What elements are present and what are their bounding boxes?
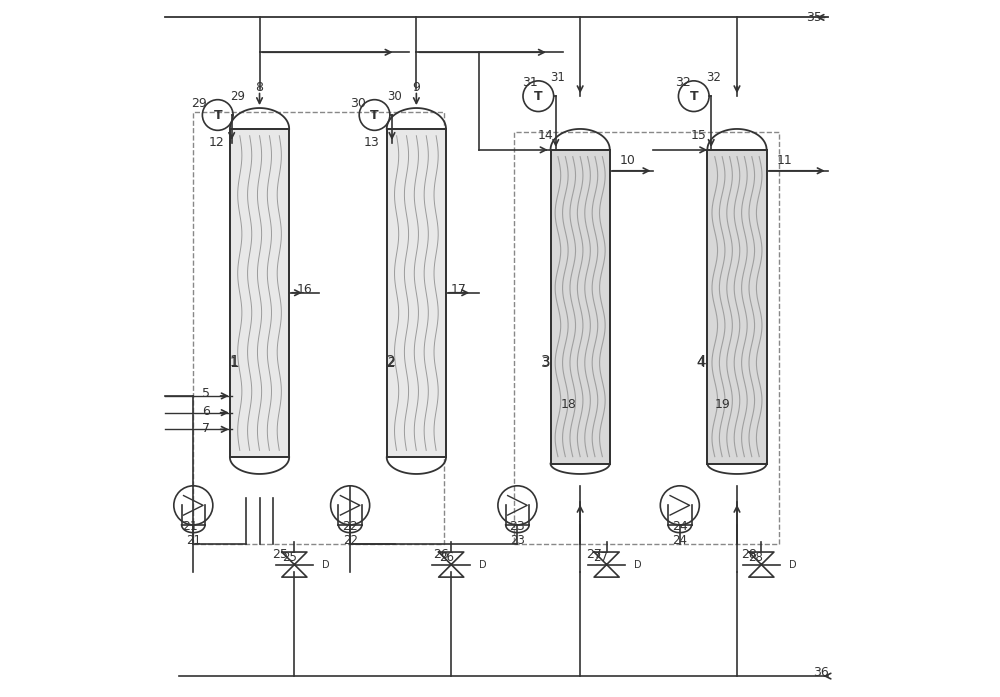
Text: 29: 29 <box>230 90 245 102</box>
Text: 1: 1 <box>229 355 239 370</box>
Text: 25: 25 <box>282 551 297 564</box>
Text: 25: 25 <box>273 548 288 560</box>
Text: 32: 32 <box>675 76 691 89</box>
Text: 1: 1 <box>230 356 238 369</box>
Text: 31: 31 <box>522 76 538 89</box>
Text: 4: 4 <box>697 356 705 369</box>
Text: 24: 24 <box>672 520 688 533</box>
Text: 2: 2 <box>387 356 395 369</box>
Text: 17: 17 <box>450 283 466 296</box>
Text: 10: 10 <box>620 154 635 167</box>
Text: 32: 32 <box>706 71 721 84</box>
Bar <box>387 129 446 457</box>
Text: 14: 14 <box>537 130 553 142</box>
Text: 8: 8 <box>256 81 264 93</box>
Text: 27: 27 <box>586 548 602 560</box>
Text: 5: 5 <box>202 388 210 400</box>
Text: 3: 3 <box>540 355 550 370</box>
Text: 7: 7 <box>202 422 210 435</box>
Text: 30: 30 <box>387 90 402 102</box>
Text: 30: 30 <box>350 97 366 109</box>
Text: 4: 4 <box>696 355 706 370</box>
Text: 9: 9 <box>412 81 420 93</box>
Bar <box>551 150 610 464</box>
Text: 18: 18 <box>560 398 576 411</box>
Text: 21: 21 <box>182 520 198 533</box>
Text: 11: 11 <box>777 154 792 167</box>
Text: T: T <box>689 90 698 102</box>
Text: 26: 26 <box>433 548 449 560</box>
Text: 23: 23 <box>510 520 525 533</box>
Text: 28: 28 <box>748 551 763 564</box>
Text: D: D <box>479 560 486 569</box>
Text: 2: 2 <box>386 355 395 370</box>
Text: 28: 28 <box>742 548 757 560</box>
Bar <box>230 129 289 457</box>
Text: 22: 22 <box>343 534 358 546</box>
Text: 26: 26 <box>439 551 454 564</box>
Text: 22: 22 <box>342 520 358 533</box>
Text: D: D <box>322 560 330 569</box>
Text: 27: 27 <box>593 551 608 564</box>
Text: 23: 23 <box>510 534 525 546</box>
Text: T: T <box>213 109 222 121</box>
Text: 12: 12 <box>209 137 225 149</box>
Text: T: T <box>370 109 379 121</box>
Text: D: D <box>789 560 797 569</box>
Text: 36: 36 <box>813 666 828 679</box>
Text: 3: 3 <box>541 356 549 369</box>
Text: 35: 35 <box>806 11 822 24</box>
Text: 21: 21 <box>186 534 201 546</box>
Text: 24: 24 <box>672 534 687 546</box>
Text: 6: 6 <box>202 405 210 418</box>
Text: 13: 13 <box>364 137 380 149</box>
Text: 15: 15 <box>691 130 707 142</box>
Bar <box>707 150 767 464</box>
Text: T: T <box>534 90 543 102</box>
Text: 16: 16 <box>297 283 313 296</box>
Text: 31: 31 <box>551 71 565 84</box>
Text: D: D <box>634 560 642 569</box>
Text: 29: 29 <box>191 97 207 109</box>
Text: 19: 19 <box>715 398 731 411</box>
